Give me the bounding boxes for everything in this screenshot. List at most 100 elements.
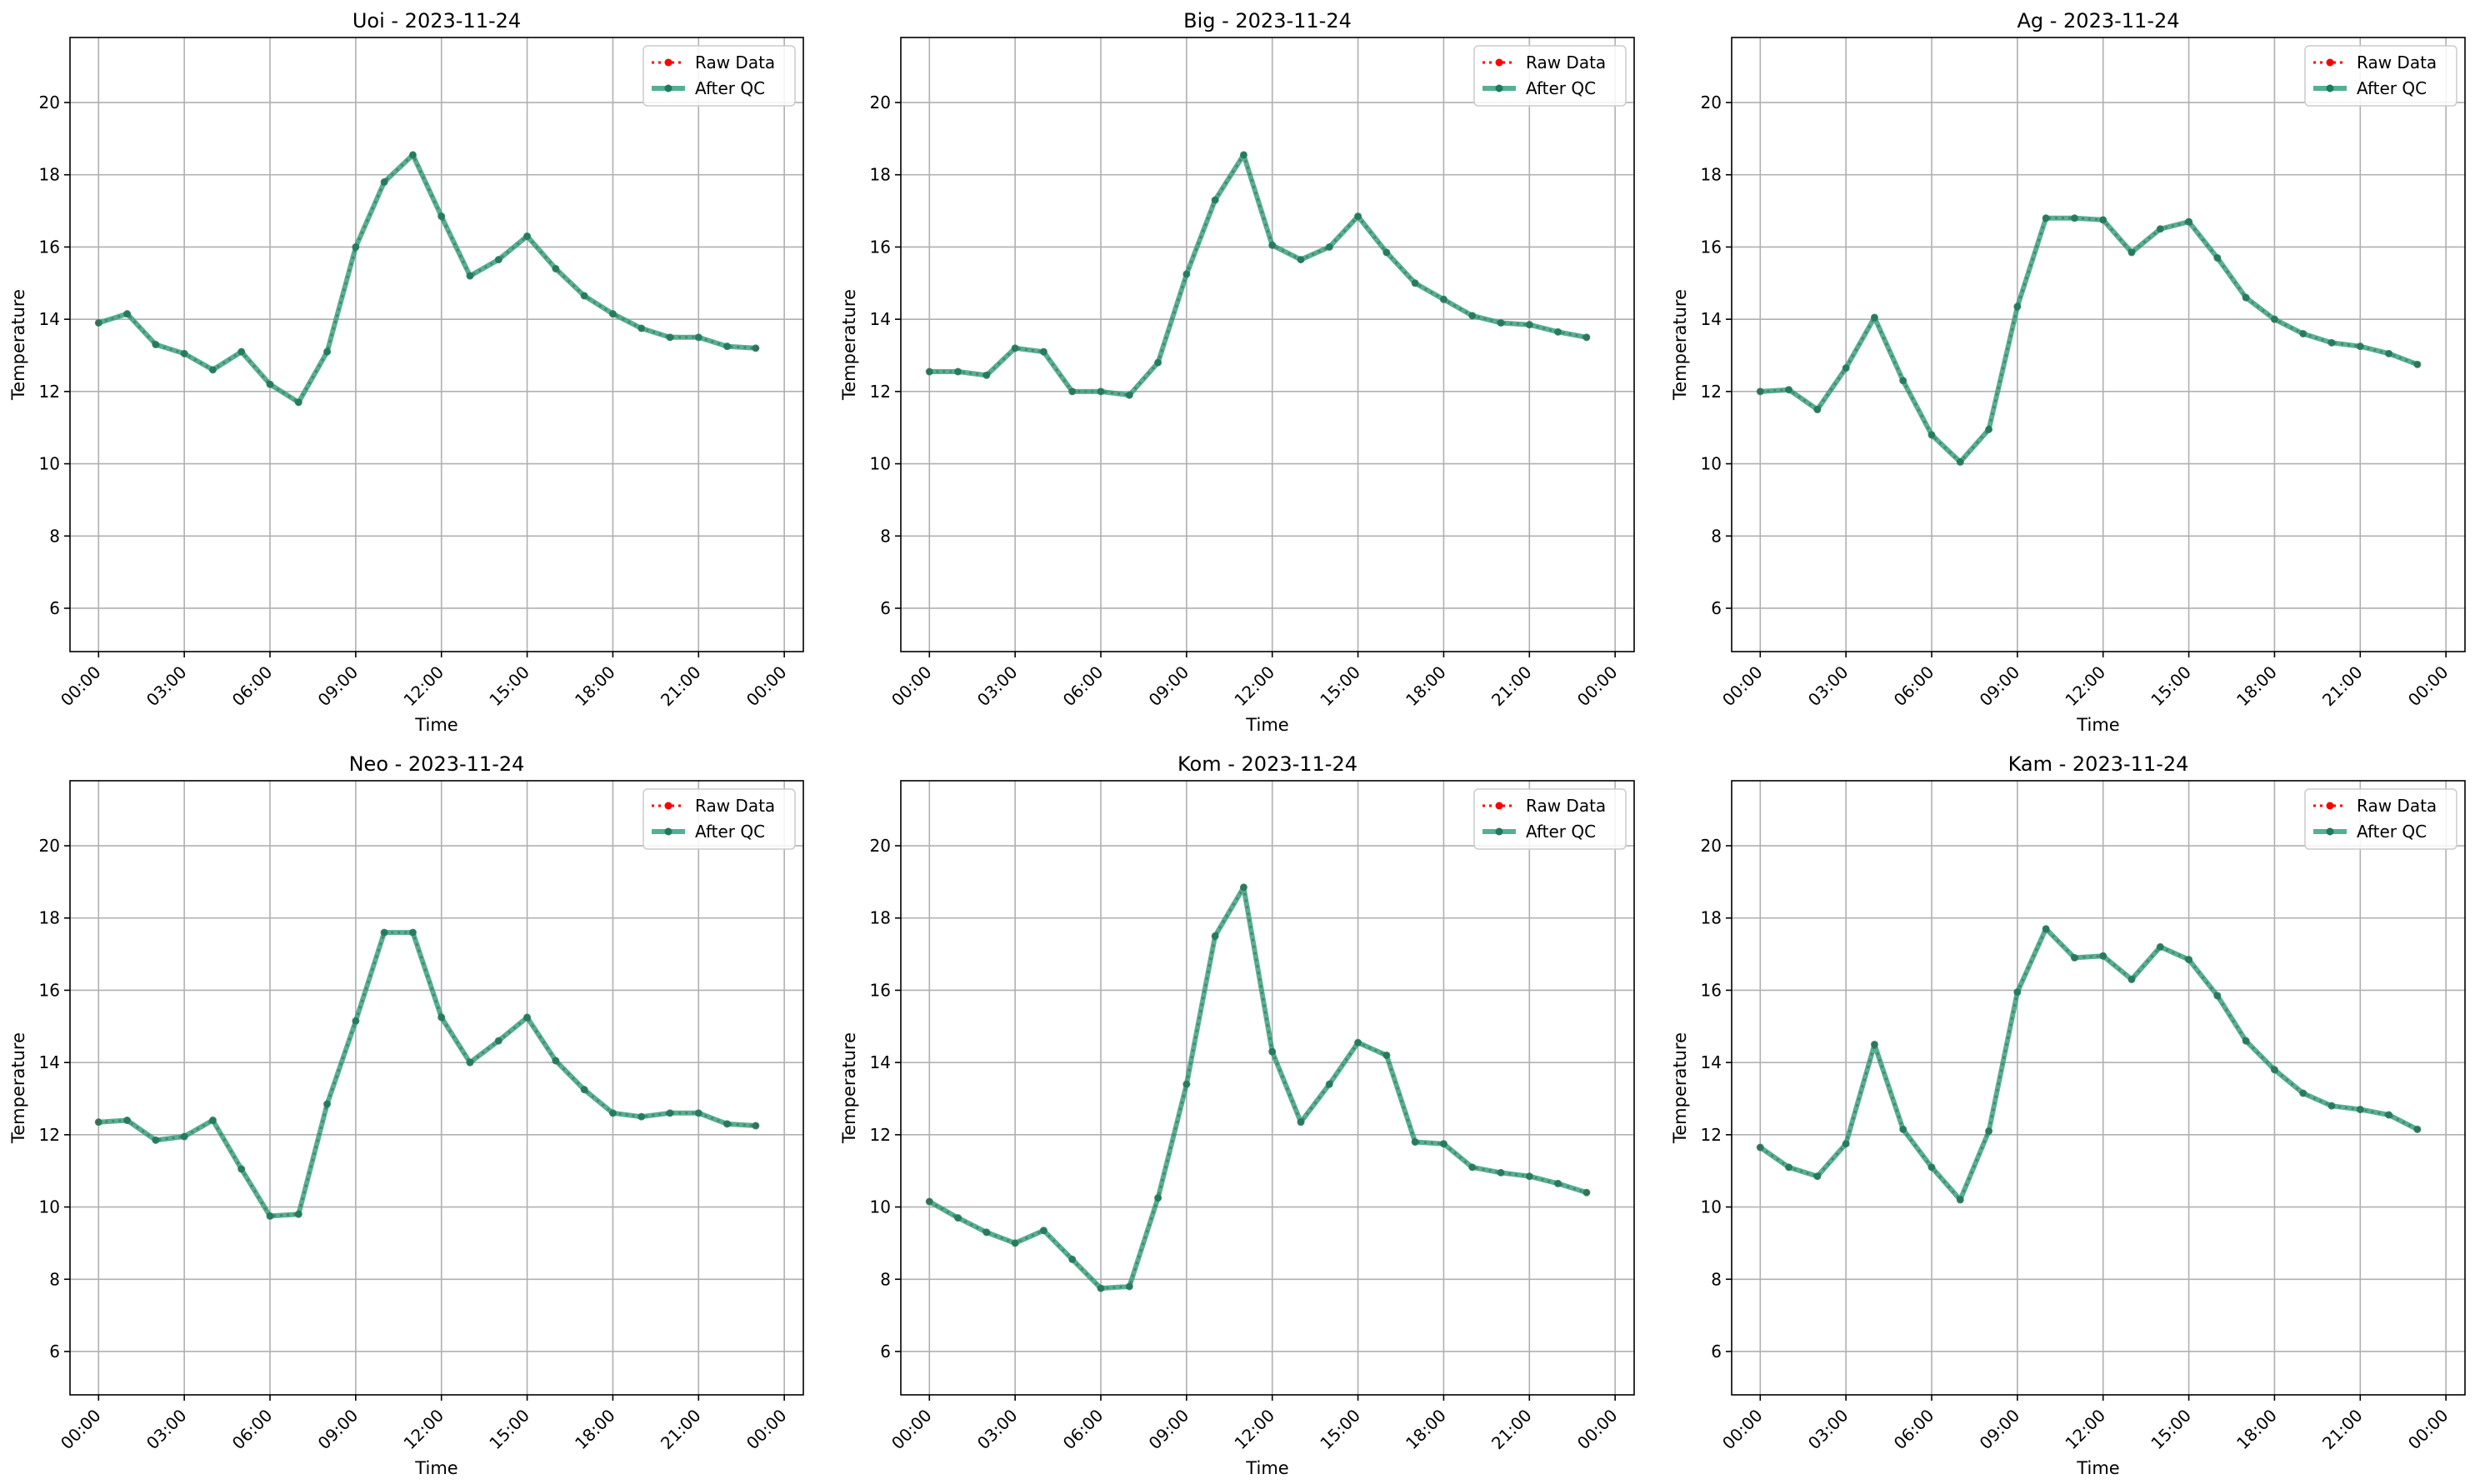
after-qc-point xyxy=(638,1112,646,1121)
after-qc-point xyxy=(1382,1051,1391,1059)
after-qc-point xyxy=(1211,932,1219,940)
after-qc-point xyxy=(438,212,446,221)
series-line-after-qc xyxy=(98,152,757,405)
after-qc-point xyxy=(1842,364,1850,372)
after-qc-point xyxy=(2328,338,2336,347)
after-qc-point xyxy=(2299,1089,2308,1097)
y-tick-label: 16 xyxy=(870,237,891,257)
series-line-after-qc xyxy=(929,152,1588,398)
after-qc-point xyxy=(152,341,160,348)
y-tick-label: 20 xyxy=(870,92,891,112)
after-qc-point xyxy=(2099,952,2108,960)
after-qc-point xyxy=(152,1136,160,1144)
y-tick-label: 20 xyxy=(39,836,60,856)
after-qc-point xyxy=(1525,1172,1533,1181)
y-tick-label: 20 xyxy=(870,836,891,856)
after-qc-point xyxy=(323,1100,332,1108)
x-tick-label: 09:00 xyxy=(314,1405,362,1453)
y-axis-label: Temperature xyxy=(839,289,859,401)
x-tick-label: 00:00 xyxy=(57,662,105,710)
series-line-after-qc xyxy=(98,930,757,1219)
legend-marker-raw-data xyxy=(2326,802,2334,810)
after-qc-point xyxy=(1297,1118,1305,1127)
after-qc-point xyxy=(1239,151,1248,159)
after-qc-point xyxy=(1985,1127,1993,1136)
after-qc-point xyxy=(1756,387,1764,396)
legend-label-after-qc: After QC xyxy=(2357,822,2427,842)
x-tick-label: 00:00 xyxy=(1573,662,1622,710)
x-tick-label: 00:00 xyxy=(888,662,936,710)
legend: Raw Data After QC xyxy=(642,788,796,850)
x-tick-label: 15:00 xyxy=(1316,1405,1364,1453)
x-tick-label: 09:00 xyxy=(1976,662,2024,710)
after-qc-point xyxy=(352,1017,360,1025)
after-qc-point xyxy=(1097,387,1105,396)
x-tick-label: 12:00 xyxy=(2061,662,2109,710)
y-tick-label: 16 xyxy=(39,980,60,1000)
legend-marker-after-qc xyxy=(664,827,672,836)
after-qc-point xyxy=(466,272,474,280)
x-tick-label: 12:00 xyxy=(399,1405,448,1453)
after-qc-point xyxy=(694,1109,702,1117)
after-qc-point xyxy=(1554,327,1562,336)
after-qc-point xyxy=(208,366,217,374)
chart-panel-6: 00:00 03:00 06:00 09:00 12:00 15:00 18:00 21:00… xyxy=(1670,752,2466,1478)
after-qc-point xyxy=(2270,315,2278,323)
after-qc-point xyxy=(954,367,962,376)
x-tick-label: 03:00 xyxy=(973,662,1022,710)
y-tick-label: 12 xyxy=(39,382,60,402)
x-axis-label: Time xyxy=(2076,1458,2119,1478)
x-tick-label: 00:00 xyxy=(1718,662,1767,710)
after-qc-point xyxy=(982,371,991,379)
after-qc-point xyxy=(2242,293,2250,302)
legend-marker-raw-data xyxy=(1495,58,1503,67)
after-qc-point xyxy=(2356,342,2364,351)
legend-marker-after-qc xyxy=(1495,84,1503,92)
x-tick-label: 03:00 xyxy=(973,1405,1022,1453)
legend: Raw Data After QC xyxy=(642,45,796,107)
after-qc-point xyxy=(1756,1143,1764,1152)
x-tick-label: 06:00 xyxy=(228,1405,277,1453)
after-qc-point xyxy=(954,1214,962,1222)
after-qc-point xyxy=(266,380,274,388)
x-axis-label: Time xyxy=(1245,1458,1288,1478)
after-qc-point xyxy=(1182,1080,1191,1088)
after-qc-point xyxy=(2413,1125,2422,1133)
after-qc-point xyxy=(238,1165,246,1173)
x-axis-label: Time xyxy=(1245,715,1288,735)
y-tick-label: 6 xyxy=(49,1342,60,1362)
y-tick-label: 20 xyxy=(1701,92,1722,112)
legend-marker-raw-data xyxy=(2326,58,2334,67)
x-axis-label: Time xyxy=(414,715,458,735)
x-tick-label: 09:00 xyxy=(1145,662,1193,710)
y-axis-label: Temperature xyxy=(1670,289,1690,401)
after-qc-point xyxy=(1956,457,1964,466)
x-tick-label: 00:00 xyxy=(1573,1405,1622,1453)
y-axis-label: Temperature xyxy=(8,289,28,401)
after-qc-point xyxy=(94,1118,102,1127)
after-qc-point xyxy=(1039,1227,1048,1235)
after-qc-point xyxy=(982,1228,991,1237)
y-tick-label: 12 xyxy=(1701,382,1722,402)
after-qc-point xyxy=(2156,225,2164,233)
x-tick-label: 06:00 xyxy=(228,662,277,710)
after-qc-point xyxy=(1928,431,1936,439)
after-qc-point xyxy=(1239,883,1248,892)
x-tick-label: 21:00 xyxy=(2318,1405,2367,1453)
after-qc-point xyxy=(438,1013,446,1022)
x-tick-label: 03:00 xyxy=(1804,1405,1852,1453)
y-tick-label: 6 xyxy=(49,598,60,618)
after-qc-point xyxy=(1468,312,1477,320)
y-tick-label: 6 xyxy=(1711,598,1722,618)
after-qc-point xyxy=(494,256,502,264)
after-qc-point xyxy=(294,1210,302,1218)
after-qc-point xyxy=(2070,214,2078,222)
y-tick-label: 16 xyxy=(1701,237,1722,257)
after-qc-point xyxy=(1582,333,1591,342)
chart-title: Big - 2023-11-24 xyxy=(1183,9,1352,32)
after-qc-point xyxy=(323,347,332,356)
after-qc-point xyxy=(752,344,760,352)
y-tick-label: 18 xyxy=(39,908,60,928)
after-qc-point xyxy=(2213,253,2222,262)
